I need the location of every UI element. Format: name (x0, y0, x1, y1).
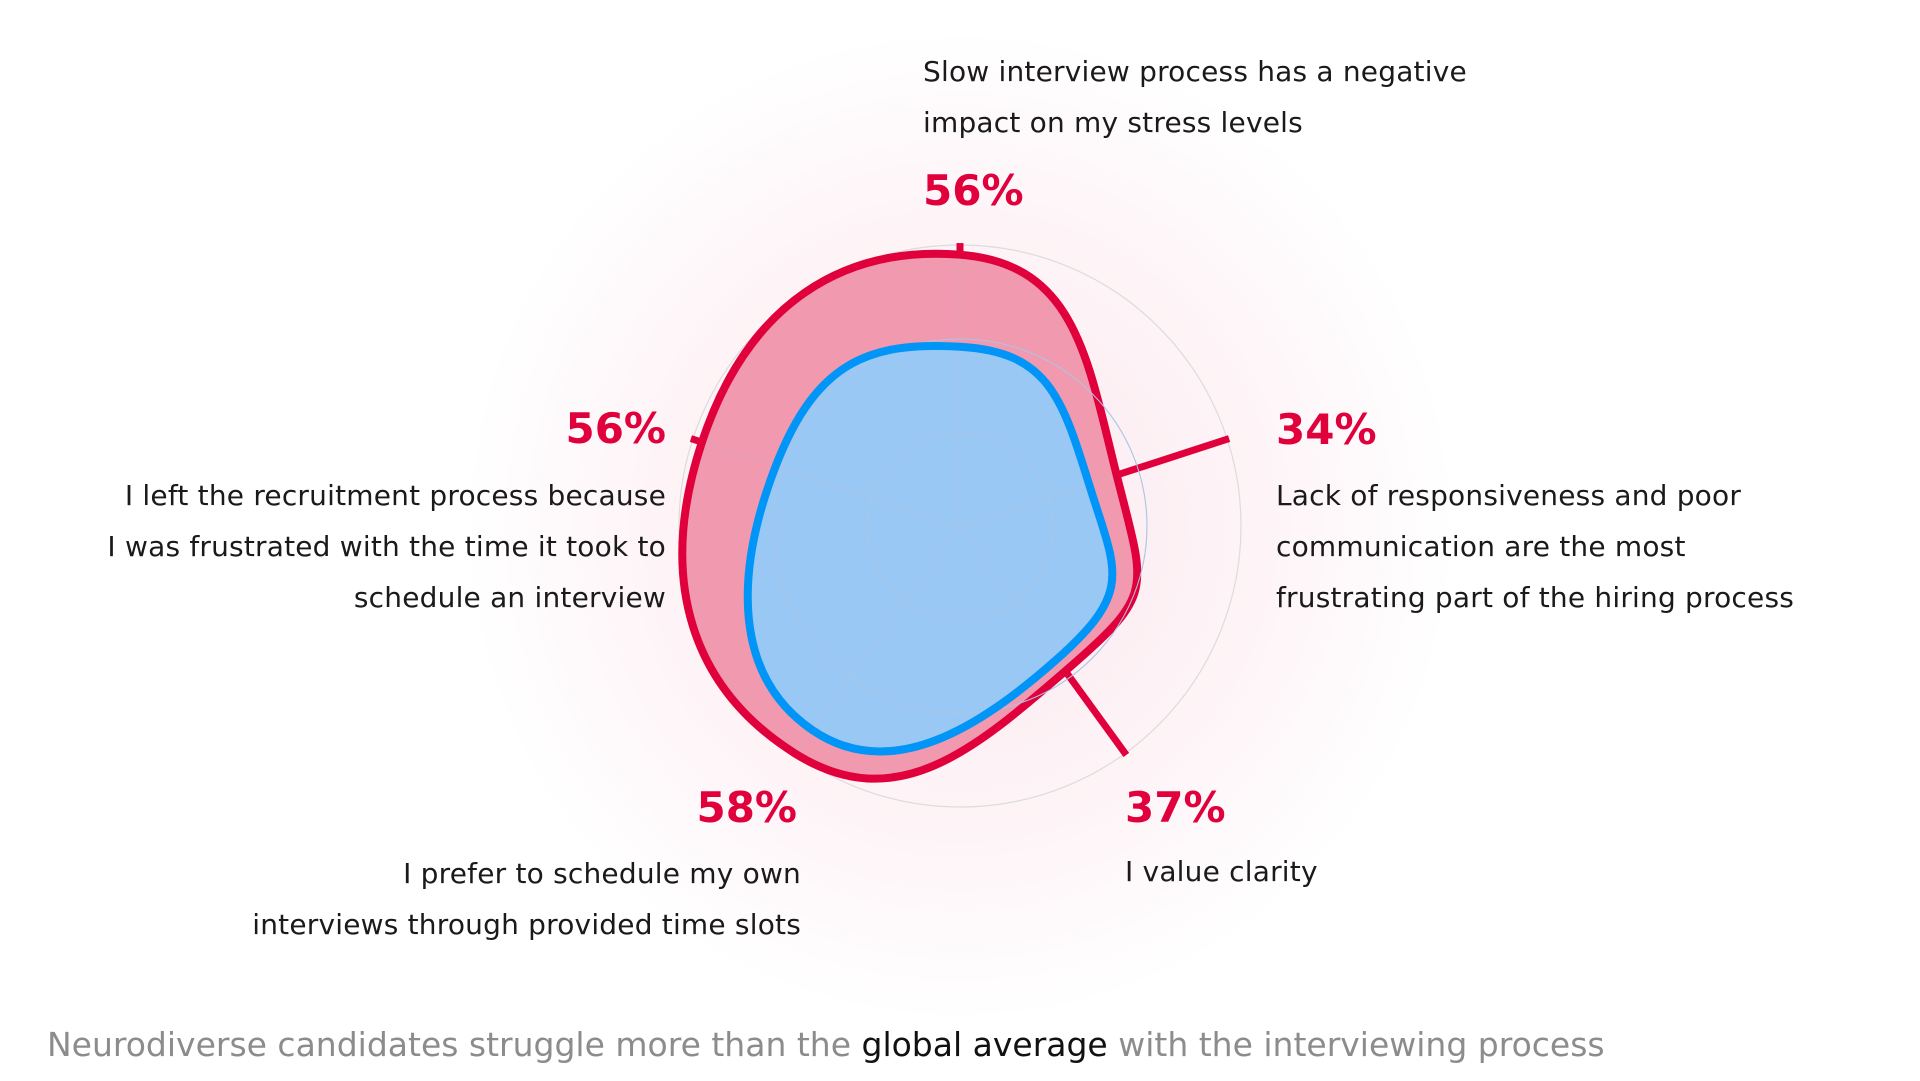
axis-label-line: I left the recruitment process because (124, 479, 666, 512)
value-spike (1115, 435, 1231, 479)
axis-label-line: Lack of responsiveness and poor (1276, 479, 1742, 512)
value-label-4: 56% (565, 404, 666, 453)
grid-ring-inner (772, 338, 1148, 714)
axis-spoke-inner (959, 525, 1058, 660)
axis-label-3: I prefer to schedule my own interviews t… (252, 848, 801, 950)
value-label-3: 58% (696, 783, 797, 832)
series-area-global-average (747, 345, 1113, 752)
value-spike (1062, 668, 1130, 757)
value-label-1: 34% (1276, 405, 1377, 454)
axis-label-line: schedule an interview (353, 581, 666, 614)
axis-label-0: Slow interview process has a negative im… (923, 46, 1467, 148)
caption-highlight: global average (861, 1025, 1108, 1064)
axis-spoke-inner (775, 465, 961, 527)
series-line-neurodiverse (678, 249, 1142, 783)
caption-text: with the interviewing process (1107, 1025, 1605, 1064)
axis-label-line: I prefer to schedule my own (403, 857, 801, 890)
axis-label-line: interviews through provided time slots (252, 908, 801, 941)
axis-label-line: I value clarity (1125, 855, 1318, 888)
chart-caption: Neurodiverse candidates struggle more th… (47, 1025, 1605, 1064)
value-label-2: 37% (1125, 783, 1226, 832)
axis-label-line: Slow interview process has a negative (923, 55, 1467, 88)
value-label-0: 56% (923, 166, 1024, 215)
axis-label-1: Lack of responsiveness and poor communic… (1276, 470, 1794, 623)
axis-spoke-inner (811, 525, 961, 731)
series-line-global-average (743, 341, 1117, 756)
axis-label-line: impact on my stress levels (923, 106, 1303, 139)
axis-label-4: I left the recruitment process because I… (107, 470, 666, 623)
axis-label-2: I value clarity (1125, 846, 1318, 897)
axis-spoke-inner (959, 483, 1090, 527)
axis-label-line: communication are the most (1276, 530, 1686, 563)
caption-text: Neurodiverse candidates struggle more th… (47, 1025, 862, 1064)
axis-label-line: frustrating part of the hiring process (1276, 581, 1795, 614)
axis-label-line: I was frustrated with the time it took t… (107, 530, 666, 563)
